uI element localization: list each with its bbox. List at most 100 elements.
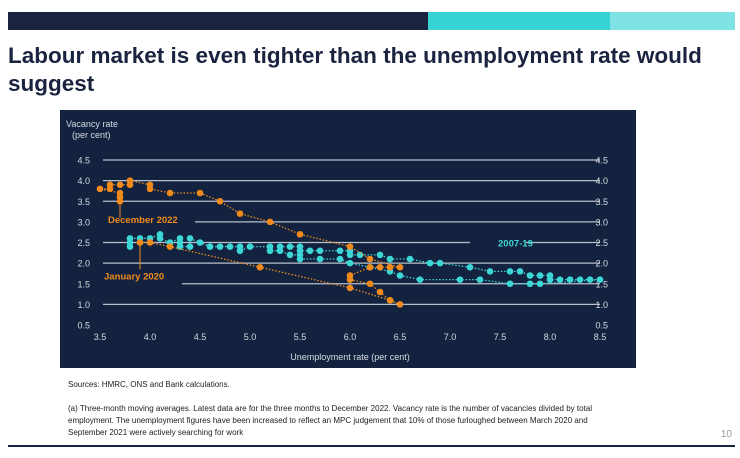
data-point-2020-22 [126,181,134,189]
data-point-2007-19 [176,235,184,242]
y-tick-label: 3.5 [77,197,90,207]
data-point-2020-22 [386,296,394,304]
data-point-2020-22 [296,230,304,238]
y-tick-label: 1.5 [77,279,90,289]
data-point-2007-19 [196,239,204,246]
data-point-2020-22 [366,280,374,288]
data-point-2007-19 [546,276,554,283]
data-point-2020-22 [116,197,124,205]
data-point-2007-19 [476,276,484,283]
data-point-2020-22 [166,243,174,250]
series-line-2020-22 [99,179,401,305]
y-tick-label-right: 3.0 [595,217,608,227]
data-point-2007-19 [356,251,364,259]
x-tick-label: 4.5 [194,332,207,342]
footer-rule [8,445,735,447]
data-point-2020-22 [376,263,384,271]
data-point-2007-19 [556,276,564,283]
data-point-2007-19 [456,276,464,283]
data-point-2007-19 [226,243,234,250]
annotation-january-2020: January 2020 [104,272,164,283]
data-point-2007-19 [386,255,394,263]
data-point-2007-19 [206,243,214,250]
data-point-2020-22 [386,263,394,271]
series-line-2007-19 [129,233,601,285]
data-point-2007-19 [216,243,224,250]
data-point-2007-19 [506,280,514,288]
data-point-2020-22 [366,263,374,271]
x-tick-label: 4.0 [144,332,157,342]
y-tick-label-right: 0.5 [595,321,608,331]
x-tick-label: 6.5 [394,332,407,342]
footnote: (a) Three-month moving averages. Latest … [68,404,592,437]
data-point-2007-19 [526,272,534,279]
data-point-2020-22 [136,239,144,246]
page-number: 10 [720,429,732,440]
data-point-2020-22 [96,185,104,193]
data-point-2007-19 [126,243,134,250]
data-point-2007-19 [396,272,404,279]
x-tick-label: 5.0 [244,332,257,342]
data-point-2020-22 [146,239,154,246]
annotation-december-2022: December 2022 [108,215,178,226]
data-point-2007-19 [506,268,514,275]
data-point-2020-22 [146,181,154,189]
y-axis-label: (per cent) [72,130,111,140]
data-point-2007-19 [156,230,164,238]
y-tick-label: 1.0 [77,300,90,310]
y-tick-label: 0.5 [77,321,90,331]
data-point-2020-22 [346,284,354,292]
x-tick-label: 3.5 [94,332,107,342]
y-tick-label-right: 1.0 [595,300,608,310]
data-point-2007-19 [186,243,194,250]
sources-note: Sources: HMRC, ONS and Bank calculations… [68,380,230,389]
data-point-2007-19 [336,247,344,255]
data-point-2007-19 [316,255,324,263]
header-bar-light [610,12,735,30]
y-tick-label-right: 4.5 [595,156,608,166]
data-point-2007-19 [406,255,414,263]
x-tick-label: 6.0 [344,332,357,342]
data-point-2007-19 [346,259,354,267]
data-point-2007-19 [316,247,324,255]
data-point-2020-22 [346,272,354,279]
header-bar-dark [8,12,428,30]
y-axis-label: Vacancy rate [66,119,118,129]
data-point-2007-19 [296,251,304,259]
data-point-2007-19 [566,276,574,283]
x-tick-label: 5.5 [294,332,307,342]
data-point-2007-19 [286,243,294,250]
data-point-2020-22 [116,181,124,189]
data-point-2007-19 [576,276,584,283]
y-tick-label-right: 1.5 [595,279,608,289]
data-point-2007-19 [526,280,534,288]
data-point-2007-19 [376,251,384,259]
data-point-2020-22 [196,189,204,197]
slide-title: Labour market is even tighter than the u… [8,43,702,96]
data-point-2007-19 [276,247,284,255]
x-tick-label: 7.5 [494,332,507,342]
data-point-2007-19 [596,276,604,283]
y-tick-label-right: 4.0 [595,176,608,186]
data-point-2007-19 [536,272,544,279]
data-point-2007-19 [266,243,274,250]
data-point-2020-22 [366,255,374,263]
y-tick-label-right: 2.0 [595,259,608,269]
data-point-2007-19 [416,276,424,283]
y-tick-label: 2.0 [77,259,90,269]
data-point-2020-22 [266,218,274,226]
x-tick-label: 8.5 [594,332,607,342]
y-tick-label-right: 2.5 [595,238,608,248]
data-point-2020-22 [256,263,264,271]
scatter-chart: 0.5 0.5 1.0 1.0 1.5 1.5 2.0 2.0 2.5 2.5 3.0 3.0 3.5 3… [66,119,608,362]
x-axis-label: Unemployment rate (per cent) [290,352,410,362]
data-point-2020-22 [346,243,354,250]
y-tick-label-right: 3.5 [595,197,608,207]
y-tick-label: 4.5 [77,156,90,166]
chart-panel: 0.5 0.5 1.0 1.0 1.5 1.5 2.0 2.0 2.5 2.5 3.0 3.0 3.5 3… [60,110,636,368]
data-point-2007-19 [516,268,524,275]
data-point-2020-22 [236,210,244,217]
data-point-2007-19 [236,243,244,250]
data-point-2007-19 [586,276,594,283]
data-point-2007-19 [346,251,354,259]
